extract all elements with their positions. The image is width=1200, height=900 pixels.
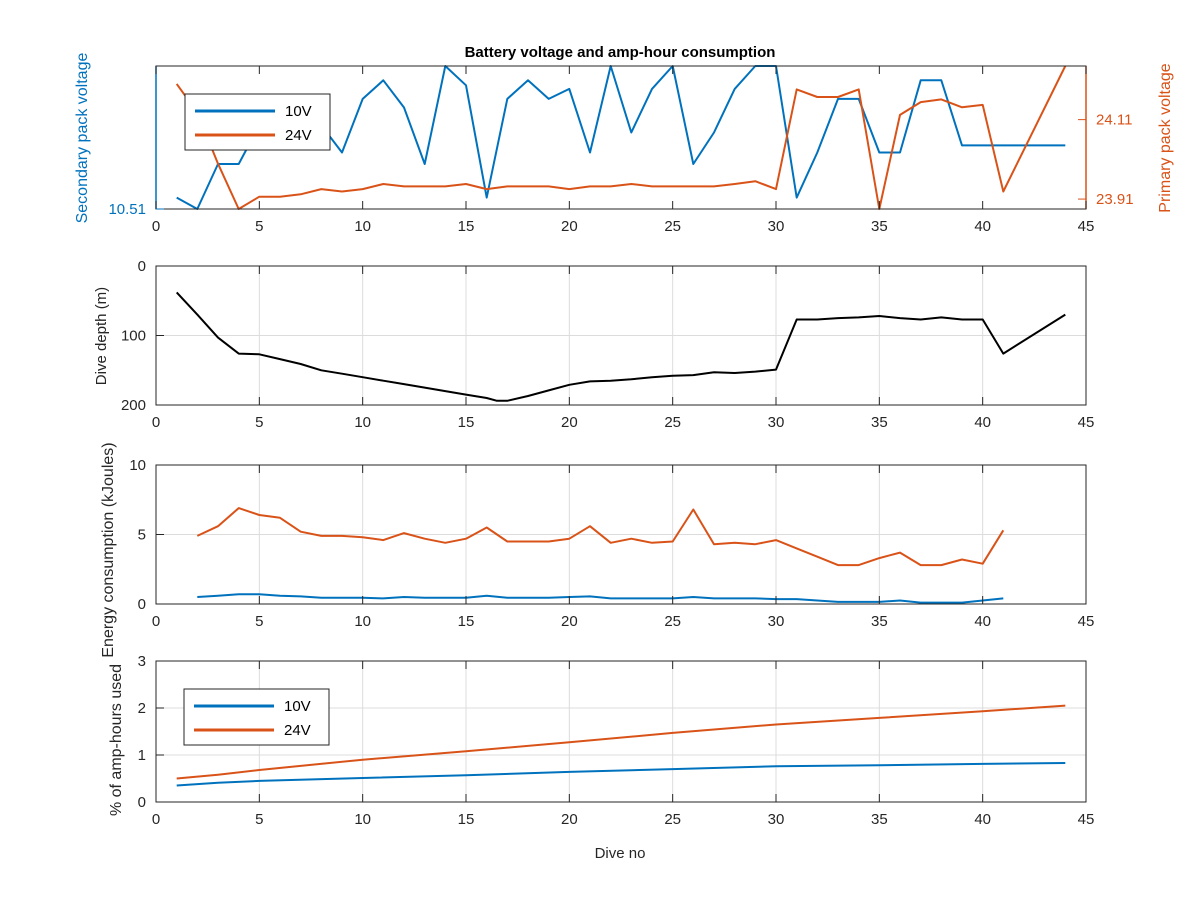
x-tick-label: 5 [255,811,263,828]
y-tick-label: 5 [138,527,146,544]
x-tick-label: 35 [871,414,888,431]
legend-box [183,688,330,746]
x-tick-label: 30 [768,218,785,235]
panel-depth: 0 5 10 15 20 25 30 35 40 45 0 100 200 [121,258,1094,431]
x-tick-label: 0 [152,414,160,431]
x-tick-label: 30 [768,414,785,431]
x-tick-label: 20 [561,218,578,235]
x-tick-label: 35 [871,811,888,828]
y-tick-label: 0 [138,596,146,613]
x-tick-label: 45 [1078,218,1095,235]
x-tick-label: 25 [664,811,681,828]
legend-label-10v: 10V [284,698,311,715]
series-line-24v [175,65,1067,210]
x-tick-label: 5 [255,414,263,431]
y-tick-label: 200 [121,397,146,414]
xlabel-dive-no: Dive no [595,845,646,862]
x-tick-label: 20 [561,613,578,630]
series-line-0 [175,291,1066,402]
ylabel-primary-pack-voltage: Primary pack voltage [1157,63,1174,212]
series-line-1 [196,507,1005,567]
y-tick-label: 10.51 [108,201,146,218]
ylabel-secondary-pack-voltage: Secondary pack voltage [74,53,91,224]
x-tick-label: 15 [458,811,475,828]
x-tick-label: 40 [974,811,991,828]
x-tick-label: 45 [1078,414,1095,431]
axes-box [155,660,1087,803]
x-tick-label: 0 [152,613,160,630]
x-tick-label: 35 [871,613,888,630]
x-tick-label: 30 [768,811,785,828]
ylabel-dive-depth: Dive depth (m) [93,287,110,385]
legend-voltage: 10V 24V [184,93,331,151]
legend-label-24v: 24V [284,722,311,739]
ylabel-amp-hours-used: % of amp-hours used [108,664,125,816]
x-tick-label: 15 [458,613,475,630]
y-tick-label: 3 [138,653,146,670]
x-tick-label: 0 [152,811,160,828]
legend-label-10v: 10V [285,103,312,120]
x-tick-label: 40 [974,218,991,235]
y-right-tick-label: 23.91 [1096,191,1134,208]
chart-title: Battery voltage and amp-hour consumption [465,44,776,61]
legend-box [184,93,331,151]
y-tick-label: 100 [121,328,146,345]
x-tick-label: 0 [152,218,160,235]
x-tick-label: 40 [974,613,991,630]
series-line-10v [176,762,1066,787]
legend-amp-hours: 10V 24V [183,688,330,746]
x-tick-label: 25 [664,218,681,235]
y-tick-label: 0 [138,258,146,275]
x-tick-label: 20 [561,414,578,431]
x-tick-label: 25 [664,414,681,431]
x-tick-label: 25 [664,613,681,630]
panel-energy: 0 5 10 15 20 25 30 35 40 45 0 5 10 [129,457,1094,630]
x-tick-label: 15 [458,414,475,431]
y-tick-label: 1 [138,747,146,764]
series-line-0 [197,593,1004,604]
y-right-tick-label: 24.11 [1096,112,1132,129]
x-tick-label: 45 [1078,811,1095,828]
x-tick-label: 10 [354,414,371,431]
y-tick-label: 2 [138,700,146,717]
x-tick-label: 20 [561,811,578,828]
x-tick-label: 45 [1078,613,1095,630]
x-tick-label: 10 [354,811,371,828]
legend-label-24v: 24V [285,127,312,144]
y-tick-label: 10 [129,457,146,474]
x-tick-label: 5 [255,218,263,235]
x-tick-label: 35 [871,218,888,235]
x-tick-label: 30 [768,613,785,630]
x-tick-label: 15 [458,218,475,235]
ylabel-energy-consumption: Energy consumption (kJoules) [100,442,117,657]
series-line-24v [176,704,1066,780]
x-tick-label: 10 [354,613,371,630]
x-tick-label: 5 [255,613,263,630]
y-tick-label: 0 [138,794,146,811]
x-tick-label: 10 [354,218,371,235]
x-tick-label: 40 [974,414,991,431]
